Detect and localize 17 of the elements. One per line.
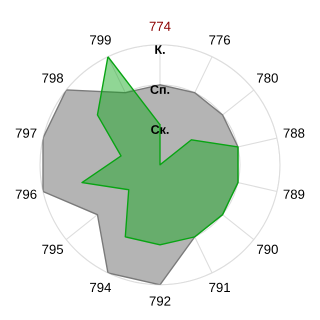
spoke-label: 776 [209,35,230,45]
spoke-label: 797 [16,128,36,138]
spoke-label: 794 [90,282,112,292]
y-tick-label: К. [155,45,165,54]
spoke-label: 792 [150,296,170,306]
spoke-label: 789 [284,190,304,199]
y-tick-label: Сп. [150,85,170,94]
spoke-label: 790 [257,244,278,254]
spoke-label: 795 [42,244,64,254]
spoke-label: 799 [90,35,111,45]
spoke-label: 774 [150,22,171,31]
spoke-label: 796 [16,190,37,199]
spoke-label: 791 [209,282,230,292]
spoke-label: 788 [284,128,304,138]
y-tick-label: Ск. [151,125,169,134]
spoke-label: 780 [257,73,278,83]
spoke-label: 798 [42,73,64,83]
